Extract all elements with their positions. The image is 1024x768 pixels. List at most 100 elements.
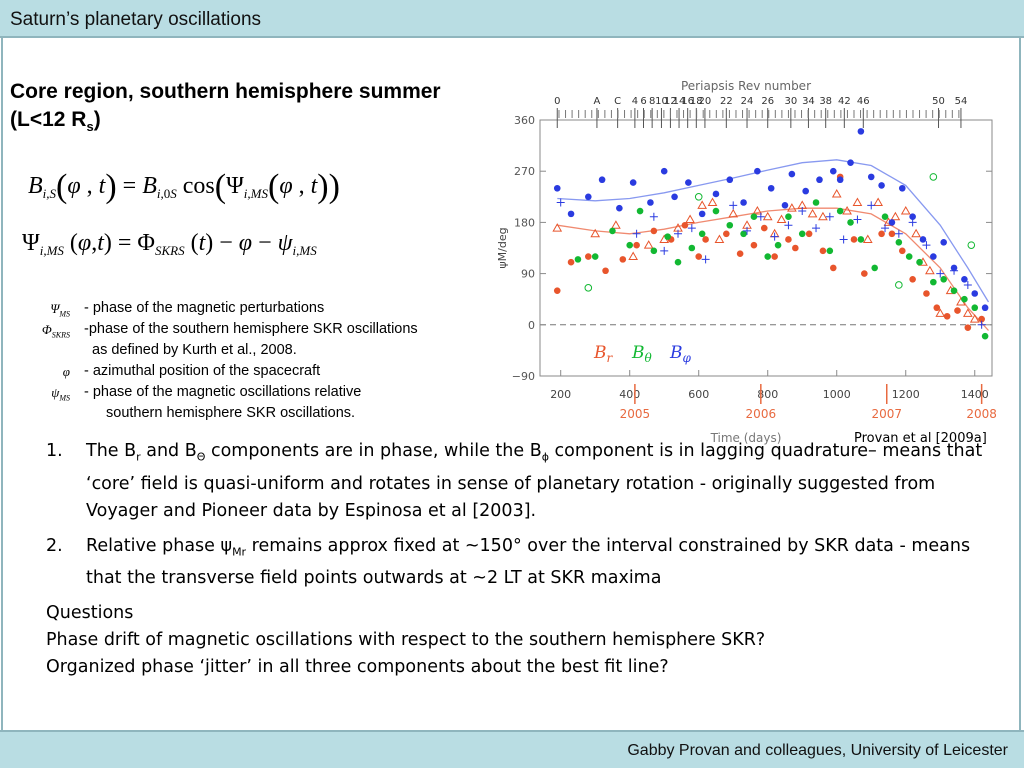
data-point <box>812 224 821 233</box>
data-point <box>792 244 799 252</box>
data-point <box>674 229 683 238</box>
data-point <box>962 308 973 317</box>
definition-text-continued: as defined by Kurth et al., 2008. <box>92 342 297 358</box>
y-axis-label: ψM/deg <box>496 227 509 268</box>
data-point <box>754 167 761 175</box>
heading-line-2: (L<12 Rs) <box>10 106 441 141</box>
data-point <box>969 314 980 323</box>
data-point <box>871 264 878 272</box>
data-point <box>831 188 842 198</box>
data-point <box>842 206 852 215</box>
definition-psi-small-ms-continued: southern hemisphere SKR oscillations. <box>14 405 494 426</box>
data-point <box>619 256 627 263</box>
data-point <box>847 159 854 166</box>
data-point <box>847 219 854 226</box>
data-point <box>963 280 972 289</box>
data-point <box>857 128 865 135</box>
data-point <box>740 199 747 206</box>
data-point <box>950 266 959 275</box>
symbol-main: ψ <box>51 385 60 400</box>
symbol-sub: MS <box>59 393 70 403</box>
data-point <box>660 246 669 255</box>
point-sub: r <box>136 450 141 464</box>
data-point <box>829 167 837 175</box>
definition-symbol: ΨMS <box>14 301 70 319</box>
rev-tick-label: 18 <box>690 96 703 107</box>
equation-2: Ψi,MS (φ,t) = ΦSKRS (t) − φ − ψi,MS <box>22 230 317 258</box>
legend-entry: Br <box>593 343 614 365</box>
data-point <box>890 211 901 221</box>
data-point <box>919 236 927 243</box>
data-point <box>776 214 787 224</box>
rev-tick-label: 12 <box>664 96 677 107</box>
data-point <box>853 215 862 224</box>
data-point <box>687 224 696 233</box>
data-point <box>925 265 935 275</box>
x-tick-label: 800 <box>757 388 778 401</box>
data-point <box>553 184 561 192</box>
point-sub: Θ <box>196 450 206 464</box>
data-point <box>712 207 720 215</box>
data-point <box>771 253 778 260</box>
rev-tick-label: 22 <box>720 96 733 107</box>
data-point <box>723 230 730 238</box>
data-point <box>740 230 747 238</box>
symbol-main: Φ <box>41 322 52 337</box>
figure-credit: Provan et al [2009a] <box>852 431 989 446</box>
footer-bar: Gabby Provan and colleagues, University … <box>0 730 1024 768</box>
data-point <box>867 201 876 210</box>
data-point <box>911 228 921 238</box>
data-point <box>900 206 911 215</box>
data-point <box>553 287 561 294</box>
data-point <box>743 226 752 235</box>
rev-tick-label: 6 <box>640 96 646 107</box>
data-point <box>567 210 575 218</box>
data-point <box>707 197 718 206</box>
x-tick-label: 1400 <box>961 388 989 401</box>
data-point <box>726 176 734 184</box>
y-tick-label: 360 <box>514 114 535 127</box>
data-point <box>895 281 903 289</box>
rev-tick-label: 24 <box>741 96 754 107</box>
data-point <box>764 253 772 260</box>
fit-line-br <box>557 207 989 331</box>
data-point <box>839 235 848 244</box>
data-point <box>873 197 883 206</box>
point-text: component is in lagging quadrature– mean… <box>86 441 983 521</box>
data-point <box>774 241 782 249</box>
data-point <box>829 264 837 272</box>
data-point <box>908 218 917 227</box>
data-point <box>788 170 796 178</box>
data-point <box>714 234 725 243</box>
data-point <box>943 312 951 320</box>
definition-phi-skrs: ΦSKRS -phase of the southern hemisphere … <box>14 321 494 342</box>
data-point <box>628 251 639 261</box>
data-point <box>826 247 834 255</box>
data-point <box>671 193 678 201</box>
rev-tick-label: 26 <box>761 96 774 107</box>
point-2: 2. Relative phase ψMr remains approx fix… <box>46 533 986 593</box>
phase-chart: −90 0 90 180 270 360 200 400 600 800 1000 1200 1400 P… <box>494 72 1016 450</box>
symbol-main: Ψ <box>50 301 60 316</box>
legend-entry: Bφ <box>669 343 692 365</box>
data-point <box>729 201 738 210</box>
data-point <box>798 207 807 216</box>
rev-tick-label: 34 <box>802 96 815 107</box>
data-point <box>556 198 565 207</box>
data-point <box>878 230 885 238</box>
rev-tick-label: 4 <box>632 96 638 107</box>
data-point <box>664 233 671 240</box>
data-point <box>940 275 947 283</box>
point-text: The B <box>86 441 137 461</box>
point-text: components are in phase, while the B <box>205 441 542 461</box>
point-sub: ϕ <box>541 450 549 464</box>
data-point <box>685 214 695 224</box>
data-point <box>971 290 979 297</box>
data-point <box>950 287 958 294</box>
year-label: 2005 <box>620 407 651 421</box>
point-text: and B <box>140 441 197 461</box>
data-point <box>867 173 875 181</box>
data-point <box>567 258 575 266</box>
data-point <box>785 213 792 221</box>
definition-psi-small-ms: ψMS - phase of the magnetic oscillations… <box>14 384 494 405</box>
